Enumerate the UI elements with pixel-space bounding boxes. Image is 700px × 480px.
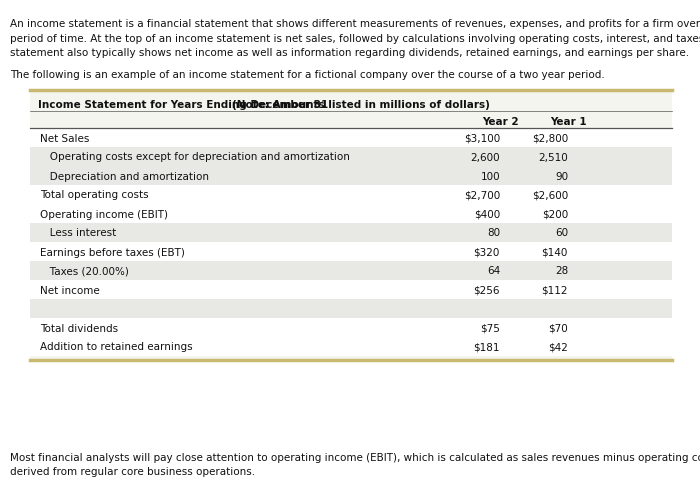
Text: Taxes (20.00%): Taxes (20.00%) [40, 266, 129, 276]
Text: $75: $75 [480, 323, 500, 333]
Bar [30, 280, 672, 300]
Text: $2,600: $2,600 [532, 190, 568, 200]
Bar [30, 186, 672, 204]
Text: Net income: Net income [40, 285, 99, 295]
Bar [30, 242, 672, 262]
Text: $181: $181 [473, 342, 500, 352]
Text: Operating costs except for depreciation and amortization: Operating costs except for depreciation … [40, 152, 350, 162]
Text: $2,700: $2,700 [463, 190, 500, 200]
Text: 60: 60 [555, 228, 568, 238]
Text: Less interest: Less interest [40, 228, 116, 238]
Text: Depreciation and amortization: Depreciation and amortization [40, 171, 209, 181]
Text: Total dividends: Total dividends [40, 323, 118, 333]
Bar [30, 148, 672, 167]
Text: 2,600: 2,600 [470, 152, 500, 162]
Text: $256: $256 [473, 285, 500, 295]
Text: statement also typically shows net income as well as information regarding divid: statement also typically shows net incom… [10, 48, 689, 58]
Bar [30, 300, 672, 318]
Text: Income Statement for Years Ending December 31: Income Statement for Years Ending Decemb… [38, 100, 332, 110]
Text: (Note: Amounts listed in millions of dollars): (Note: Amounts listed in millions of dol… [232, 100, 490, 110]
Bar [30, 318, 672, 337]
Text: An income statement is a financial statement that shows different measurements o: An income statement is a financial state… [10, 19, 700, 29]
Text: 90: 90 [555, 171, 568, 181]
Text: Addition to retained earnings: Addition to retained earnings [40, 342, 193, 352]
Text: $200: $200 [542, 209, 568, 219]
Text: 100: 100 [480, 171, 500, 181]
Text: 64: 64 [486, 266, 500, 276]
Text: $140: $140 [542, 247, 568, 257]
Text: Earnings before taxes (EBT): Earnings before taxes (EBT) [40, 247, 185, 257]
Text: Year 1: Year 1 [550, 117, 587, 127]
Bar [30, 337, 672, 356]
Text: 28: 28 [554, 266, 568, 276]
Text: $3,100: $3,100 [463, 133, 500, 143]
Bar [30, 91, 672, 360]
Text: Net Sales: Net Sales [40, 133, 90, 143]
Text: Operating income (EBIT): Operating income (EBIT) [40, 209, 168, 219]
Text: derived from regular core business operations.: derived from regular core business opera… [10, 467, 255, 477]
Text: $42: $42 [548, 342, 568, 352]
Text: $400: $400 [474, 209, 500, 219]
Text: $112: $112 [542, 285, 568, 295]
Text: Total operating costs: Total operating costs [40, 190, 148, 200]
Bar [30, 129, 672, 148]
Bar [30, 167, 672, 186]
Bar [30, 262, 672, 280]
Text: period of time. At the top of an income statement is net sales, followed by calc: period of time. At the top of an income … [10, 34, 700, 43]
Bar [30, 224, 672, 242]
Text: $320: $320 [474, 247, 500, 257]
Text: $2,800: $2,800 [532, 133, 568, 143]
Text: Most financial analysts will pay close attention to operating income (EBIT), whi: Most financial analysts will pay close a… [10, 452, 700, 462]
Text: Year 2: Year 2 [482, 117, 518, 127]
Text: $70: $70 [548, 323, 568, 333]
Text: 80: 80 [487, 228, 500, 238]
Bar [30, 204, 672, 224]
Text: 2,510: 2,510 [538, 152, 568, 162]
Text: The following is an example of an income statement for a fictional company over : The following is an example of an income… [10, 71, 605, 80]
